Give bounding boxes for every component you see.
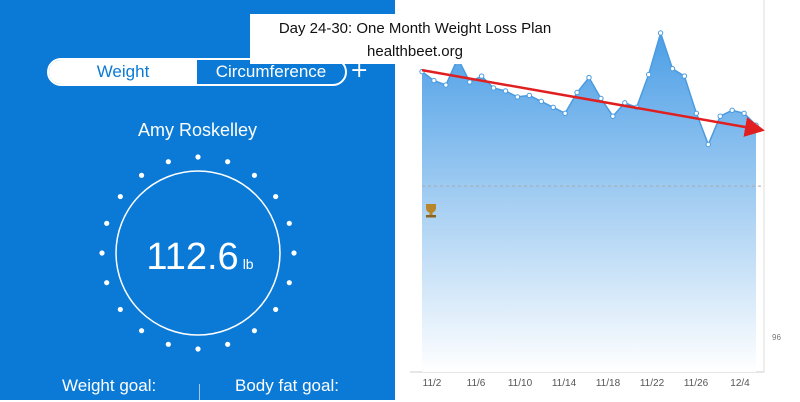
dial-dot — [273, 306, 279, 313]
body-fat-goal-label[interactable]: Body fat goal: — [235, 376, 339, 395]
y-axis-ticks: 96 — [772, 333, 781, 342]
x-tick-label: 11/6 — [467, 378, 486, 389]
dial-dot — [195, 154, 201, 160]
weight-dial — [99, 154, 297, 352]
data-point[interactable] — [717, 113, 723, 119]
goal-divider — [199, 384, 200, 402]
trophy-icon — [426, 204, 436, 218]
weight-goal-label[interactable]: Weight goal: — [62, 376, 157, 395]
weight-points — [419, 30, 759, 148]
dial-dot — [104, 220, 110, 226]
dial-dot — [165, 159, 171, 165]
weight-unit: lb — [242, 256, 254, 272]
dial-dot — [251, 328, 258, 334]
data-point[interactable] — [562, 110, 568, 116]
dial-dot — [273, 193, 279, 200]
data-point[interactable] — [741, 110, 747, 116]
data-point[interactable] — [550, 104, 556, 111]
x-axis-ticks: 11/2 11/6 11/10 11/14 11/18 11/22 11/26 12/4 — [423, 378, 751, 389]
dial-dots — [99, 154, 297, 352]
y-tick-label: 96 — [772, 333, 781, 342]
tab-circumference[interactable]: Circumference — [215, 62, 327, 81]
data-point[interactable] — [729, 107, 735, 113]
weight-chart[interactable]: 11/2 11/6 11/10 11/14 11/18 11/22 11/26 12/4 96 — [410, 0, 800, 400]
title-banner: Day 24-30: One Month Weight Loss Plan he… — [250, 14, 580, 64]
x-tick-label: 12/4 — [730, 378, 750, 389]
data-point[interactable] — [490, 85, 497, 91]
dial-dot — [117, 306, 123, 313]
x-tick-label: 11/2 — [423, 378, 442, 389]
x-tick-label: 11/10 — [508, 378, 533, 389]
view-toggle: Weight Circumference — [47, 58, 347, 86]
dial-dot — [104, 280, 110, 286]
banner-subtitle: healthbeet.org — [367, 43, 463, 60]
data-point[interactable] — [657, 30, 664, 36]
x-tick-label: 11/18 — [596, 378, 621, 389]
data-point[interactable] — [431, 77, 437, 84]
data-point[interactable] — [598, 95, 604, 102]
data-point[interactable] — [467, 79, 473, 85]
weight-app-panel: Weight Circumference + Amy Roskelley 112… — [0, 0, 395, 402]
x-tick-label: 11/26 — [684, 378, 709, 389]
data-point[interactable] — [526, 92, 533, 99]
dial-dot — [138, 328, 145, 334]
data-point[interactable] — [669, 65, 676, 72]
trend-arrow — [421, 68, 765, 137]
data-point[interactable] — [753, 122, 759, 128]
dial-dot — [286, 280, 292, 286]
dial-dot — [225, 159, 231, 165]
dial-dot — [117, 193, 123, 200]
dial-dot — [138, 172, 145, 178]
data-point[interactable] — [586, 74, 592, 81]
current-weight: 112.6 lb — [100, 236, 300, 279]
data-point[interactable] — [478, 73, 485, 79]
data-point[interactable] — [514, 94, 521, 100]
dial-dot — [195, 346, 201, 352]
dial-dot — [165, 341, 171, 347]
data-point[interactable] — [502, 88, 509, 94]
data-point[interactable] — [574, 89, 580, 96]
tab-weight[interactable]: Weight — [49, 60, 197, 84]
add-icon[interactable]: + — [350, 58, 369, 83]
dial-dot — [251, 172, 258, 178]
data-point[interactable] — [705, 141, 711, 148]
user-name: Amy Roskelley — [137, 120, 258, 140]
dial-dot — [286, 220, 292, 226]
x-tick-label: 11/22 — [640, 378, 665, 389]
dial-ring — [115, 170, 281, 336]
dial-dot — [225, 341, 231, 347]
dial-dot — [99, 250, 105, 256]
data-point[interactable] — [443, 82, 449, 88]
data-point[interactable] — [693, 110, 700, 116]
data-point[interactable] — [681, 73, 688, 79]
data-point[interactable] — [645, 71, 652, 78]
dial-dot — [291, 250, 297, 256]
data-point[interactable] — [538, 98, 544, 105]
banner-title: Day 24-30: One Month Weight Loss Plan — [278, 20, 552, 37]
data-point[interactable] — [610, 113, 616, 119]
weight-value: 112.6 — [146, 236, 239, 278]
x-tick-label: 11/14 — [552, 378, 577, 389]
weight-area — [422, 33, 756, 372]
